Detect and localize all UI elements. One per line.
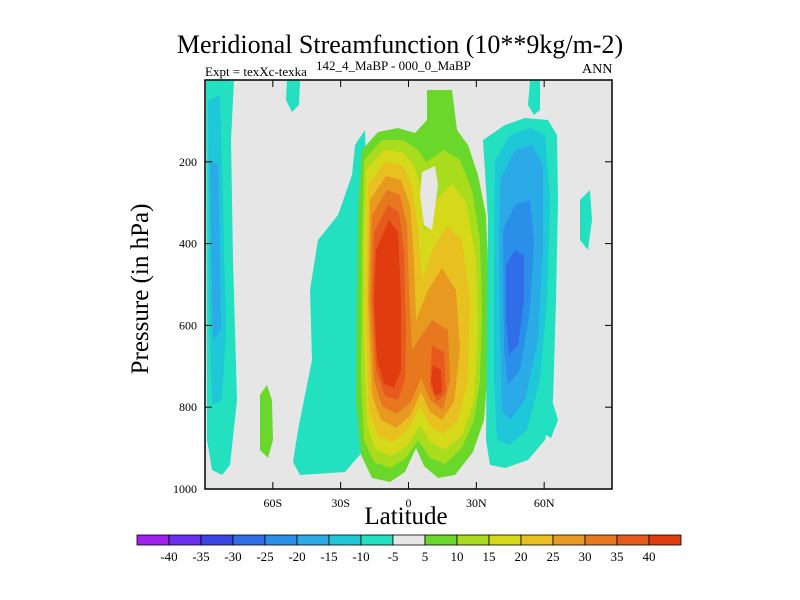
colorbar-label: 35 [611, 549, 624, 564]
colorbar-label: -30 [224, 549, 241, 564]
y-tick-label: 200 [179, 155, 197, 169]
y-tick-label: 1000 [173, 482, 197, 496]
nh-negative-cell [483, 80, 558, 468]
colorbar-label: 25 [547, 549, 560, 564]
colorbar-swatch [520, 534, 554, 546]
colorbar-swatch [648, 534, 682, 546]
tropical-positive-cells [356, 90, 489, 482]
x-axis-label: Latitude [364, 503, 448, 530]
colorbar-label: -40 [160, 549, 177, 564]
colorbar-label: 5 [422, 549, 429, 564]
colorbar-label: -20 [288, 549, 305, 564]
colorbar-label: 40 [643, 549, 656, 564]
colorbar-swatch [136, 534, 170, 546]
nh-small-negative [541, 190, 592, 438]
colorbar-swatch [328, 534, 362, 546]
colorbar-label: 15 [483, 549, 496, 564]
colorbar-swatch [264, 534, 298, 546]
colorbar-swatch [584, 534, 618, 546]
colorbar-swatch [296, 534, 330, 546]
x-tick-label: 30N [466, 496, 487, 510]
sh-small-positive [260, 80, 300, 458]
colorbar-swatch [488, 534, 522, 546]
colorbar: -40 -35 -30 -25 -20 -15 -10 -5 5 10 15 20 25 30 35 40 [136, 534, 682, 564]
colorbar-swatch [392, 534, 426, 546]
colorbar-label: -10 [352, 549, 369, 564]
x-axis: 60S 30S 0 30N 60N [263, 80, 555, 510]
colorbar-swatch [616, 534, 650, 546]
x-tick-label: 60N [534, 496, 555, 510]
colorbar-swatch [232, 534, 266, 546]
y-axis: 200 400 600 800 1000 [173, 155, 612, 496]
y-tick-label: 800 [179, 400, 197, 414]
colorbar-swatch [200, 534, 234, 546]
colorbar-swatch [552, 534, 586, 546]
x-tick-label: 30S [331, 496, 350, 510]
colorbar-label: 20 [515, 549, 528, 564]
colorbar-label: 30 [579, 549, 592, 564]
season-label: ANN [582, 62, 613, 77]
sh-mid-negative-band [293, 130, 367, 475]
x-tick-label: 60S [263, 496, 282, 510]
chart-title: Meridional Streamfunction (10**9kg/m-2) [176, 30, 624, 59]
sh-negative-cell [206, 80, 237, 475]
colorbar-label: -5 [388, 549, 399, 564]
colorbar-swatch [168, 534, 202, 546]
experiment-label: Expt = texXc-texka [205, 64, 307, 79]
colorbar-swatch [424, 534, 458, 546]
y-tick-label: 400 [179, 237, 197, 251]
colorbar-label: -35 [192, 549, 209, 564]
x-tick-label: 0 [406, 496, 412, 510]
colorbar-label: -15 [320, 549, 337, 564]
colorbar-label: 10 [451, 549, 464, 564]
colorbar-swatch [360, 534, 394, 546]
colorbar-swatch [456, 534, 490, 546]
y-tick-label: 600 [179, 318, 197, 332]
colorbar-label: -25 [256, 549, 273, 564]
chart-subtitle: 142_4_MaBP - 000_0_MaBP [316, 58, 471, 73]
